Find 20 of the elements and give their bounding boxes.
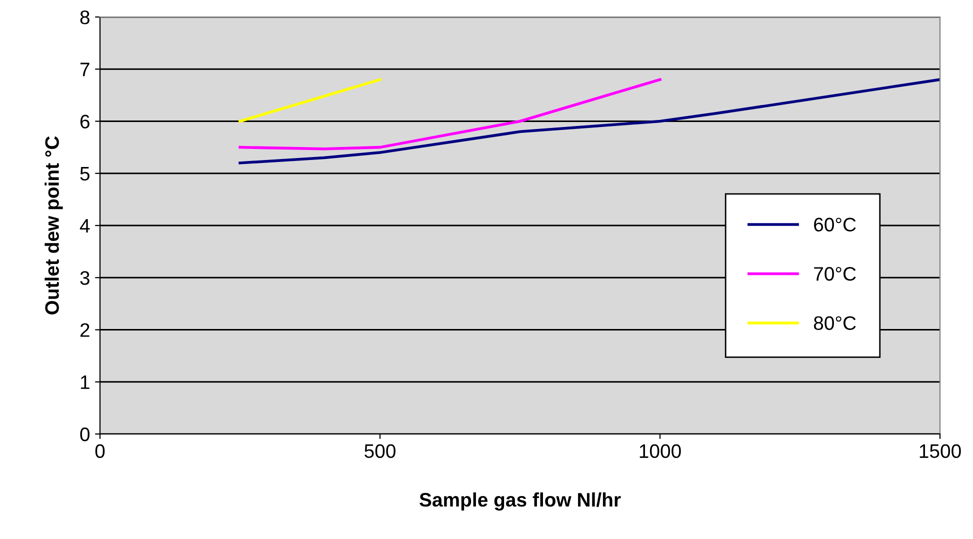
legend-label: 60°C	[814, 218, 856, 232]
y-tick-label: 7	[80, 62, 90, 76]
x-tick-label: 0	[95, 444, 105, 458]
y-tick-label: 0	[80, 427, 90, 442]
x-tick-label: 1000	[640, 444, 681, 458]
y-tick-label: 3	[80, 271, 90, 285]
x-axis-title: Sample gas flow Nl/hr	[420, 492, 621, 511]
line-series	[238, 78, 662, 150]
x-tick-label: 1500	[920, 444, 961, 458]
legend-label: 80°C	[814, 316, 856, 330]
y-tick-label: 1	[80, 376, 90, 389]
y-tick-label: 2	[80, 323, 90, 337]
y-axis-title: Outlet dew point °C	[44, 136, 63, 314]
y-tick-label: 6	[80, 114, 90, 128]
legend-label: 70°C	[814, 266, 856, 281]
x-tick-label: 500	[364, 444, 396, 458]
y-tick-label: 8	[80, 10, 90, 24]
y-tick-label: 4	[80, 219, 90, 233]
y-tick-label: 5	[80, 167, 90, 181]
line-series	[238, 78, 940, 164]
